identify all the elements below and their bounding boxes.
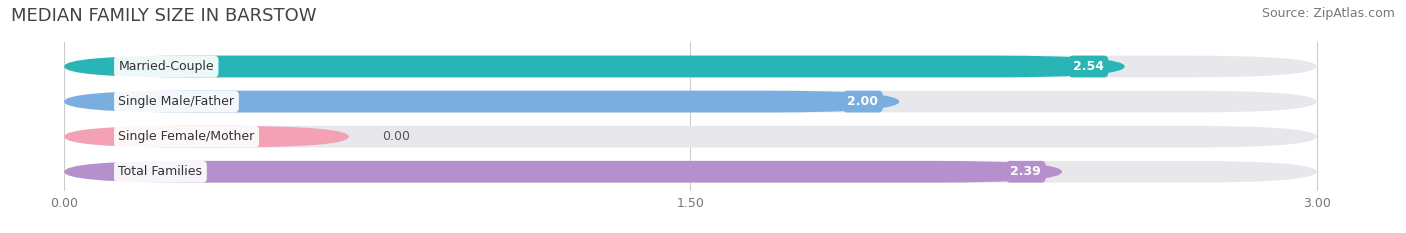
Text: 2.54: 2.54 xyxy=(1073,60,1104,73)
Text: Single Male/Father: Single Male/Father xyxy=(118,95,235,108)
Text: Single Female/Mother: Single Female/Mother xyxy=(118,130,254,143)
FancyBboxPatch shape xyxy=(65,91,900,113)
Text: 0.00: 0.00 xyxy=(382,130,411,143)
FancyBboxPatch shape xyxy=(65,56,1317,77)
FancyBboxPatch shape xyxy=(65,161,1062,183)
FancyBboxPatch shape xyxy=(65,91,1317,113)
Text: 2.00: 2.00 xyxy=(848,95,879,108)
Text: MEDIAN FAMILY SIZE IN BARSTOW: MEDIAN FAMILY SIZE IN BARSTOW xyxy=(11,7,316,25)
Text: Source: ZipAtlas.com: Source: ZipAtlas.com xyxy=(1261,7,1395,20)
Text: 2.39: 2.39 xyxy=(1011,165,1042,178)
Text: Total Families: Total Families xyxy=(118,165,202,178)
FancyBboxPatch shape xyxy=(65,126,349,147)
FancyBboxPatch shape xyxy=(65,161,1317,183)
FancyBboxPatch shape xyxy=(65,126,1317,147)
FancyBboxPatch shape xyxy=(65,56,1125,77)
Text: Married-Couple: Married-Couple xyxy=(118,60,214,73)
